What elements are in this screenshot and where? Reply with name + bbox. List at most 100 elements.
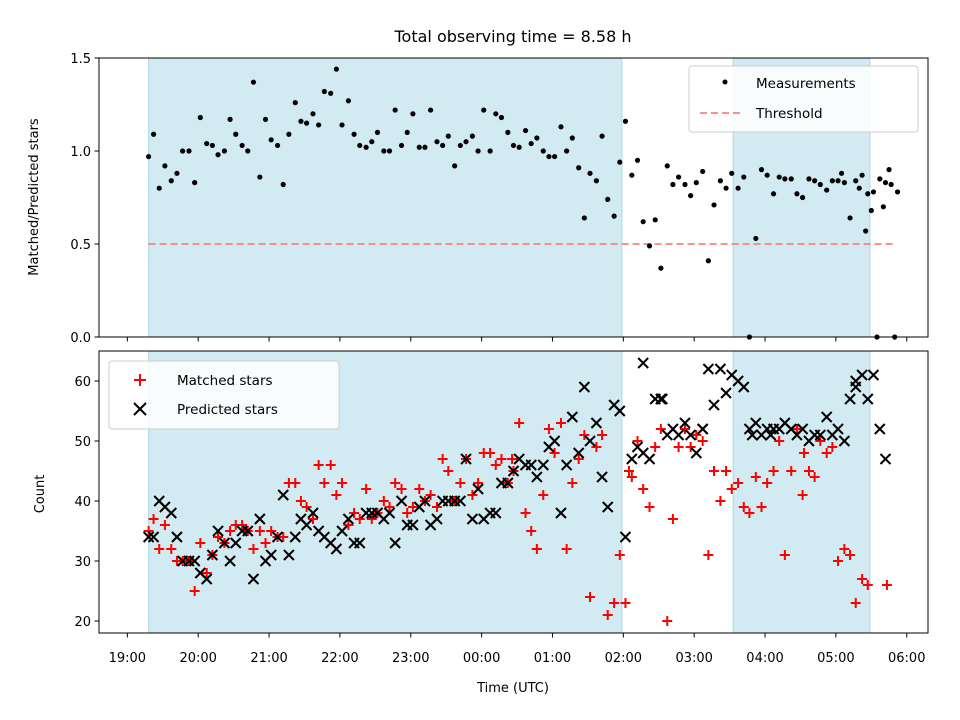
matched-point (213, 532, 224, 542)
measurement-point (806, 176, 812, 182)
matched-point (786, 466, 797, 476)
matched-point (591, 442, 602, 452)
matched-point (159, 520, 170, 530)
measurement-point (863, 228, 869, 234)
predicted-point (844, 393, 856, 405)
matched-point (520, 508, 531, 518)
measurement-point (817, 181, 823, 188)
matched-point (437, 454, 448, 464)
measurement-point (339, 122, 345, 128)
measurement-point (422, 144, 428, 150)
measurement-point (404, 129, 410, 135)
matched-point (455, 478, 466, 488)
matched-point (278, 532, 289, 542)
predicted-point (147, 531, 160, 543)
measurement-point (410, 111, 416, 117)
matched-point (815, 436, 826, 446)
measurement-point (882, 180, 889, 186)
matched-point (538, 490, 549, 500)
y-tick-label: 40 (74, 495, 91, 510)
measurement-point (505, 129, 511, 135)
measurement-point (788, 176, 794, 182)
measurement-point (829, 178, 835, 184)
predicted-point (672, 429, 685, 441)
measurement-point (546, 153, 552, 160)
predicted-point (242, 525, 254, 537)
predicted-point (431, 513, 443, 525)
measurement-point (799, 194, 806, 201)
measurement-point (498, 114, 505, 121)
measurement-point (481, 107, 487, 113)
measurement-point (717, 178, 723, 184)
matched-point (862, 580, 873, 590)
predicted-point (560, 459, 573, 471)
matched-point (774, 436, 785, 446)
matched-point (715, 496, 726, 506)
measurement-point (392, 107, 398, 113)
predicted-point (879, 453, 892, 465)
predicted-point (566, 411, 579, 423)
measurement-point (564, 148, 570, 154)
matched-point (237, 520, 248, 530)
matched-point (549, 448, 560, 458)
predicted-point (507, 465, 520, 477)
matched-point (378, 496, 389, 506)
measurement-point (853, 178, 859, 184)
predicted-point (555, 507, 567, 519)
x-tick-label: 21:00 (250, 651, 287, 666)
matched-point (809, 472, 820, 482)
measurement-point (345, 98, 352, 104)
predicted-point (643, 453, 656, 465)
predicted-point (702, 363, 715, 375)
predicted-point (679, 417, 691, 429)
measurement-point (209, 142, 215, 149)
measurement-point (705, 258, 711, 264)
x-axis-label: Time (UTC) (476, 681, 549, 696)
predicted-point (330, 543, 343, 555)
measurement-point (310, 111, 316, 117)
measurement-point (316, 122, 322, 128)
predicted-point (460, 453, 472, 465)
y-tick-label: 1.0 (70, 145, 91, 160)
measurement-point (534, 135, 540, 141)
measurement-point (634, 157, 641, 163)
bottom-y-axis-label: Count (33, 475, 48, 514)
matched-point (195, 538, 206, 548)
matched-point (384, 502, 395, 512)
predicted-point (200, 573, 213, 585)
measurement-point (838, 170, 845, 176)
matched-point (354, 514, 365, 524)
predicted-point (307, 507, 319, 519)
matched-point (614, 550, 625, 560)
y-tick-label: 0.5 (70, 238, 91, 253)
x-tick-label: 20:00 (179, 651, 216, 666)
matched-point (857, 574, 868, 584)
measurement-point (328, 90, 334, 96)
top-y-axis-label: Matched/Predicted stars (27, 118, 42, 276)
measurement-point (292, 100, 298, 106)
x-tick-label: 01:00 (534, 651, 571, 666)
matched-point (343, 520, 354, 530)
predicted-point (602, 501, 614, 513)
measurement-point (440, 142, 446, 149)
measurement-point (812, 178, 818, 184)
predicted-point (832, 423, 844, 435)
measurement-point (870, 189, 877, 195)
predicted-point (407, 519, 419, 531)
x-tick-label: 02:00 (605, 651, 642, 666)
predicted-point (354, 537, 366, 549)
matched-point (623, 466, 634, 476)
predicted-point (277, 489, 289, 501)
matched-point (827, 442, 838, 452)
y-tick-label: 60 (74, 375, 91, 390)
measurement-point (894, 189, 901, 195)
matched-point (496, 454, 507, 464)
predicted-point (525, 459, 537, 471)
predicted-point (289, 531, 301, 543)
matched-point (319, 478, 330, 488)
measurement-point (776, 174, 782, 180)
measurement-point (758, 167, 765, 173)
measurement-point (516, 144, 522, 150)
matched-point (248, 544, 259, 554)
matched-point (166, 544, 177, 554)
